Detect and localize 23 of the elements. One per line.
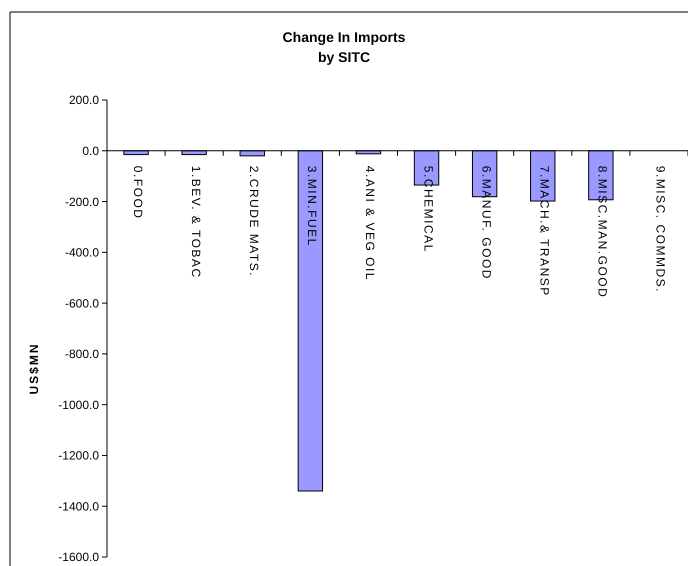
x-tick-label: 0.FOOD xyxy=(130,166,145,220)
y-tick-label: -400.0 xyxy=(64,246,100,260)
y-tick-label: -1000.0 xyxy=(58,398,100,412)
x-tick-label: 8.MISC.MAN.GOOD xyxy=(596,166,610,298)
chart-title: Change In Imports xyxy=(282,29,406,45)
y-tick-label: -1600.0 xyxy=(58,550,100,564)
y-tick-label: -600.0 xyxy=(64,296,100,310)
x-tick-label: 7.MACH.& TRANSP xyxy=(538,166,552,297)
x-tick-label: 2.CRUDE MATS. xyxy=(247,166,262,278)
y-tick-label: -1200.0 xyxy=(58,448,100,463)
x-tick-label: 3.MIN.FUEL xyxy=(305,166,320,247)
x-tick-label: 9.MISC. COMMDS. xyxy=(654,166,668,293)
y-tick-label: 0.0 xyxy=(82,144,100,158)
y-tick-label: -800.0 xyxy=(64,347,100,362)
y-axis-title: US$MN xyxy=(27,342,41,395)
x-tick-label: 4.ANI & VEG OIL xyxy=(363,166,378,281)
x-tick-label: 5.CHEMICAL xyxy=(421,166,436,253)
x-tick-label: 6.MANUF. GOOD xyxy=(479,166,494,280)
x-tick-label: 1.BEV. & TOBAC xyxy=(188,166,203,279)
y-tick-label: -1400.0 xyxy=(58,499,100,514)
chart-subtitle: by SITC xyxy=(318,49,370,65)
y-tick-label: 200.0 xyxy=(68,93,100,108)
y-tick-label: -200.0 xyxy=(64,194,100,209)
